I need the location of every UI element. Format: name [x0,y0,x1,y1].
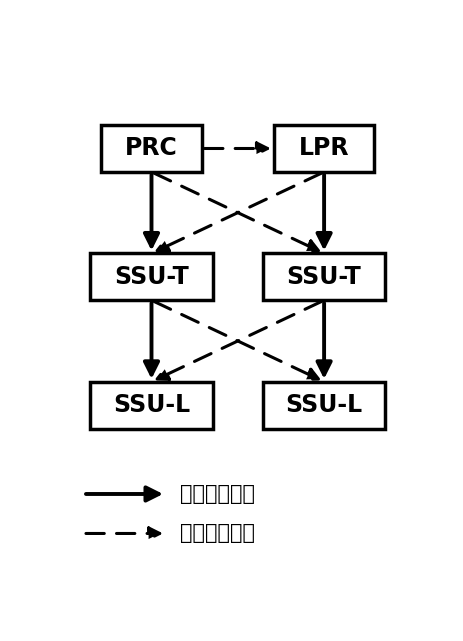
Bar [90,253,212,300]
Bar [263,381,384,429]
Bar [263,253,384,300]
Text: 备用定时基准: 备用定时基准 [180,524,255,544]
Text: SSU-L: SSU-L [113,393,190,417]
Text: 主用定时基准: 主用定时基准 [180,484,255,504]
Bar [273,125,374,172]
Bar [90,381,212,429]
Text: SSU-T: SSU-T [286,265,361,289]
Text: PRC: PRC [125,137,177,160]
Bar [101,125,201,172]
Text: SSU-L: SSU-L [285,393,362,417]
Text: SSU-T: SSU-T [114,265,188,289]
Text: LPR: LPR [298,137,349,160]
